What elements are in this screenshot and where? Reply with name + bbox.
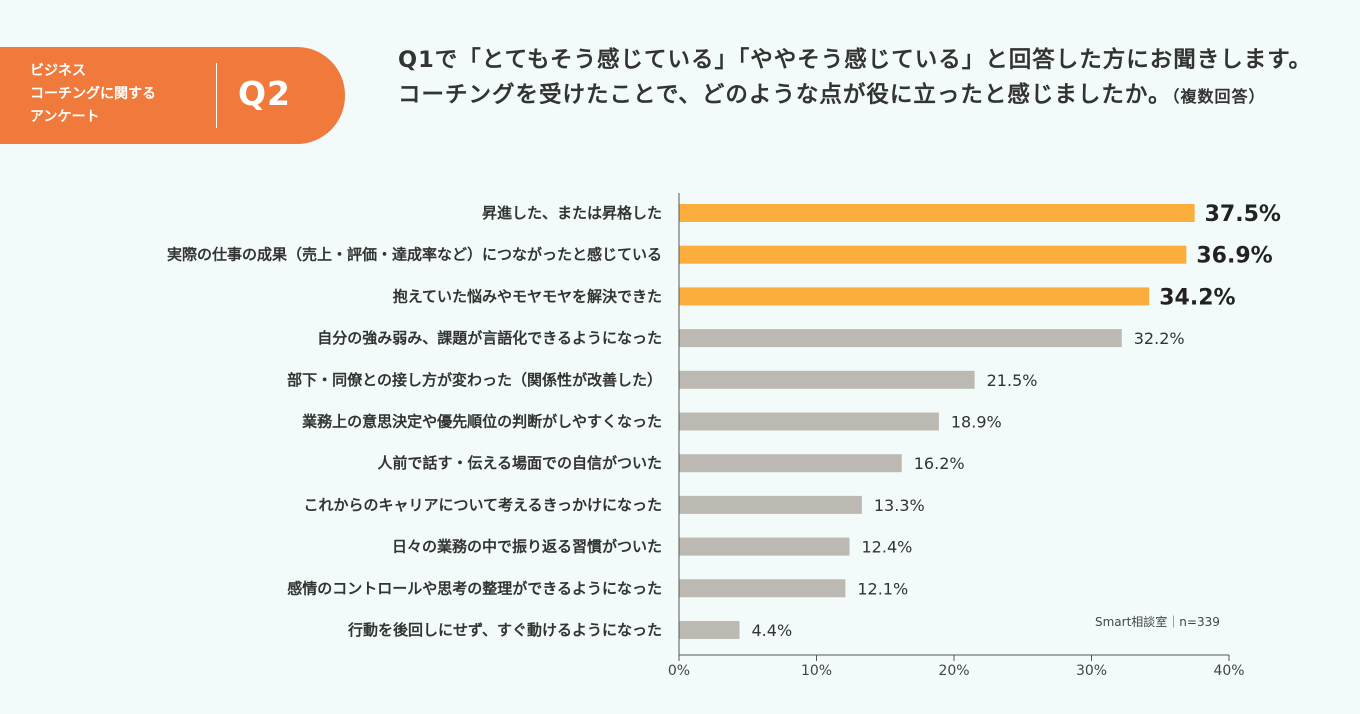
value-label: 36.9% <box>1196 244 1272 269</box>
bar <box>679 495 862 514</box>
category-label: 自分の強み弱み、課題が言語化できるようになった <box>317 329 662 347</box>
value-label: 37.5% <box>1205 202 1281 227</box>
question-sub: （複数回答） <box>1171 87 1266 106</box>
x-tick-label: 40% <box>1213 663 1244 679</box>
question-text: Q1で「とてもそう感じている」「ややそう感じている」と回答した方にお聞きします。… <box>398 43 1318 114</box>
value-label: 21.5% <box>987 371 1038 390</box>
badge-divider <box>216 63 217 128</box>
bar <box>679 245 1187 264</box>
category-label: 業務上の意思決定や優先順位の判断がしやすくなった <box>301 413 662 431</box>
question-main: Q1で「とてもそう感じている」「ややそう感じている」と回答した方にお聞きします。… <box>398 47 1313 108</box>
bar <box>679 579 846 598</box>
value-label: 18.9% <box>951 413 1002 432</box>
category-label: 感情のコントロールや思考の整理ができるようになった <box>287 579 662 597</box>
value-label: 12.4% <box>862 538 913 557</box>
bar <box>679 370 975 389</box>
value-label: 12.1% <box>857 579 908 598</box>
category-label: 日々の業務の中で振り返る習慣がついた <box>392 538 662 556</box>
value-label: 34.2% <box>1159 285 1235 310</box>
category-label: これからのキャリアについて考えるきっかけになった <box>303 496 662 514</box>
value-label: 16.2% <box>914 454 965 473</box>
value-label: 32.2% <box>1134 329 1185 348</box>
question-badge: ビジネス コーチングに関する アンケート Q2 <box>0 47 345 144</box>
category-label: 抱えていた悩みやモヤモヤを解決できた <box>393 287 662 305</box>
x-tick-label: 0% <box>668 663 690 679</box>
bar <box>679 204 1195 222</box>
bar <box>679 412 939 431</box>
badge-question-number: Q2 <box>238 74 292 113</box>
x-tick-label: 30% <box>1076 663 1107 679</box>
category-label: 行動を後回しにせず、すぐ動けるようになった <box>347 621 662 639</box>
x-tick-label: 20% <box>938 663 969 679</box>
value-label: 13.3% <box>874 496 925 515</box>
category-label: 昇進した、または昇格した <box>482 204 662 222</box>
category-label: 部下・同僚との接し方が変わった（関係性が改善した） <box>287 371 662 389</box>
badge-survey-title: ビジネス コーチングに関する アンケート <box>30 63 156 125</box>
category-label: 実際の仕事の成果（売上・評価・達成率など）につながったと感じている <box>167 246 662 264</box>
bar <box>679 621 740 639</box>
category-label: 人前で話す・伝える場面での自信がついた <box>377 454 662 472</box>
bar <box>679 537 850 556</box>
value-label: 4.4% <box>752 621 793 640</box>
bar <box>679 329 1122 348</box>
bar <box>679 454 902 473</box>
source-note: Smart相談室｜n=339 <box>1095 615 1220 629</box>
bar <box>679 287 1150 306</box>
x-tick-label: 10% <box>801 663 832 679</box>
